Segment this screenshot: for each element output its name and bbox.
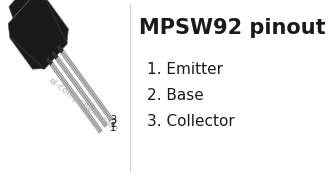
Text: 2: 2: [110, 119, 116, 129]
Polygon shape: [49, 61, 102, 133]
Text: 2. Base: 2. Base: [147, 88, 203, 103]
Polygon shape: [55, 56, 107, 126]
Text: 3: 3: [111, 115, 117, 125]
Polygon shape: [50, 62, 101, 132]
Text: MPSW92 pinout: MPSW92 pinout: [139, 18, 325, 38]
Polygon shape: [61, 50, 112, 120]
Polygon shape: [45, 0, 68, 45]
Polygon shape: [54, 55, 107, 127]
Text: 1. Emitter: 1. Emitter: [147, 62, 223, 77]
Text: 1: 1: [110, 123, 116, 133]
Polygon shape: [8, 0, 68, 69]
Text: el-component.com: el-component.com: [47, 76, 119, 134]
Polygon shape: [60, 49, 113, 121]
Polygon shape: [46, 56, 53, 65]
Text: 3. Collector: 3. Collector: [147, 114, 234, 129]
Polygon shape: [57, 45, 64, 54]
Polygon shape: [51, 51, 58, 59]
Polygon shape: [10, 37, 45, 70]
Polygon shape: [9, 0, 30, 18]
